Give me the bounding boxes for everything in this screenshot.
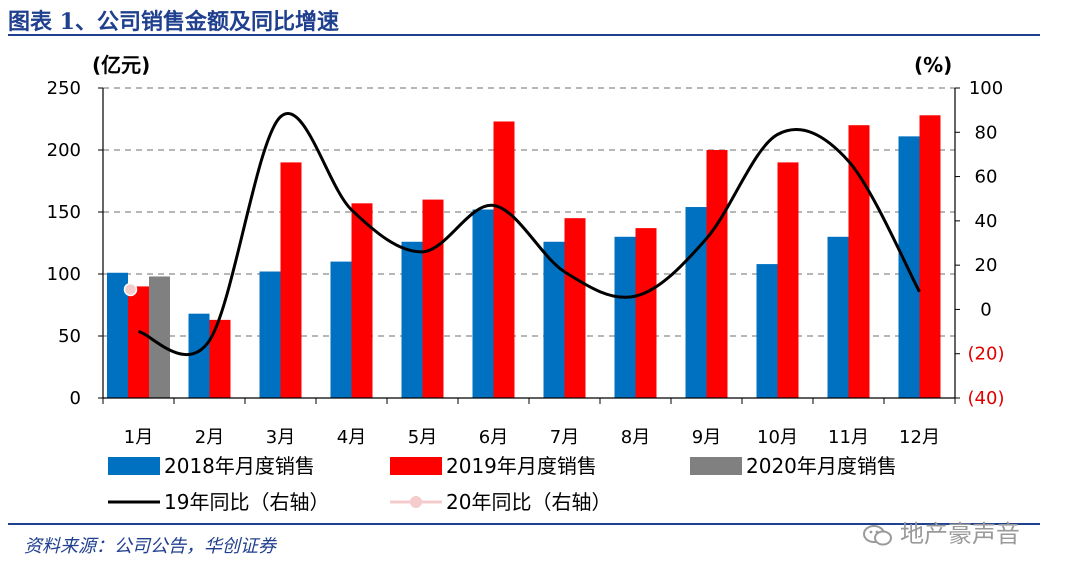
legend-swatch bbox=[108, 457, 160, 475]
right-tick-label: (20) bbox=[968, 344, 1005, 365]
bar-2-8月 bbox=[635, 228, 657, 398]
source-divider bbox=[8, 523, 1040, 525]
legend-label: 2020年月度销售 bbox=[746, 454, 897, 478]
bars bbox=[107, 115, 941, 399]
x-tick-label: 4月 bbox=[337, 427, 366, 448]
x-tick-label: 3月 bbox=[266, 427, 295, 448]
wechat-icon bbox=[863, 525, 892, 546]
legend-label: 2019年月度销售 bbox=[446, 454, 597, 478]
bar-2-9月 bbox=[706, 150, 728, 398]
right-tick-label: 0 bbox=[980, 299, 991, 320]
right-tick-label: 80 bbox=[975, 122, 998, 143]
left-tick-label: 100 bbox=[47, 264, 81, 285]
watermark: 地产豪声音 bbox=[862, 514, 1020, 549]
x-tick-label: 1月 bbox=[124, 427, 153, 448]
bar-1-9月 bbox=[685, 207, 707, 398]
bar-1-10月 bbox=[756, 264, 778, 398]
bar-2-7月 bbox=[564, 218, 586, 398]
bar-2-3月 bbox=[280, 162, 302, 398]
bar-1-5月 bbox=[401, 241, 423, 398]
legend-swatch bbox=[390, 457, 442, 475]
x-tick-label: 5月 bbox=[408, 427, 437, 448]
x-tick-label: 8月 bbox=[621, 427, 650, 448]
sales-chart: 0 50 100 150 200 250 (40) (20) 0 20 40 60 80 100 1月 2月 3… bbox=[47, 53, 1005, 514]
legend-label: 2018年月度销售 bbox=[164, 454, 315, 478]
left-tick-label: 200 bbox=[47, 140, 81, 161]
x-tick-label: 9月 bbox=[692, 427, 721, 448]
line-19-yoy bbox=[138, 112, 921, 357]
bar-2-4月 bbox=[351, 203, 373, 398]
source-note: 资料来源：公司公告，华创证券 bbox=[24, 536, 276, 557]
x-tick-label: 10月 bbox=[757, 427, 798, 448]
legend-swatch bbox=[690, 457, 742, 475]
left-tick-label: 50 bbox=[58, 326, 81, 347]
right-tick-label: (40) bbox=[968, 388, 1005, 409]
bar-1-11月 bbox=[827, 236, 849, 398]
legend-swatch-marker bbox=[410, 496, 422, 508]
right-tick-label: 60 bbox=[975, 167, 998, 188]
bar-2-1月 bbox=[128, 286, 149, 398]
marker-20-yoy bbox=[123, 282, 138, 297]
bar-1-8月 bbox=[614, 236, 636, 398]
tick-labels: 0 50 100 150 200 250 (40) (20) 0 20 40 60 80 100 1月 2月 3… bbox=[47, 78, 1005, 448]
watermark-text: 地产豪声音 bbox=[900, 520, 1020, 548]
right-axis-unit: (%) bbox=[914, 53, 952, 77]
bar-1-2月 bbox=[188, 313, 210, 398]
legend-label: 20年同比（右轴） bbox=[446, 490, 611, 514]
left-tick-label: 150 bbox=[47, 202, 81, 223]
x-tick-label: 2月 bbox=[195, 427, 224, 448]
x-tick-label: 6月 bbox=[479, 427, 508, 448]
bar-2-5月 bbox=[422, 199, 444, 398]
x-tick-label: 7月 bbox=[550, 427, 579, 448]
x-tick-label: 11月 bbox=[828, 427, 869, 448]
left-axis-unit: (亿元) bbox=[92, 53, 150, 77]
right-tick-label: 20 bbox=[975, 255, 998, 276]
lines bbox=[123, 112, 921, 357]
bar-3-1月 bbox=[149, 276, 170, 398]
bar-1-3月 bbox=[259, 271, 281, 398]
bar-2-12月 bbox=[919, 115, 941, 398]
legend-label: 19年同比（右轴） bbox=[164, 490, 329, 514]
left-tick-label: 0 bbox=[70, 388, 81, 409]
bar-2-10月 bbox=[777, 162, 799, 398]
right-tick-label: 40 bbox=[975, 211, 998, 232]
left-tick-label: 250 bbox=[47, 78, 81, 99]
bar-2-11月 bbox=[848, 125, 870, 398]
bar-2-6月 bbox=[493, 121, 515, 398]
gridlines bbox=[103, 87, 955, 337]
bar-1-6月 bbox=[472, 209, 494, 398]
bar-1-7月 bbox=[543, 241, 565, 398]
bar-1-4月 bbox=[330, 261, 352, 398]
bar-1-1月 bbox=[107, 272, 128, 398]
x-tick-label: 12月 bbox=[899, 427, 940, 448]
chart-title: 图表 1、公司销售金额及同比增速 bbox=[8, 9, 339, 35]
title-divider bbox=[8, 34, 1040, 36]
legend: 2018年月度销售 2019年月度销售 2020年月度销售 19年同比（右轴） 20年同… bbox=[108, 454, 897, 514]
bar-2-2月 bbox=[209, 319, 231, 398]
axes bbox=[98, 87, 960, 404]
right-tick-label: 100 bbox=[969, 78, 1003, 99]
